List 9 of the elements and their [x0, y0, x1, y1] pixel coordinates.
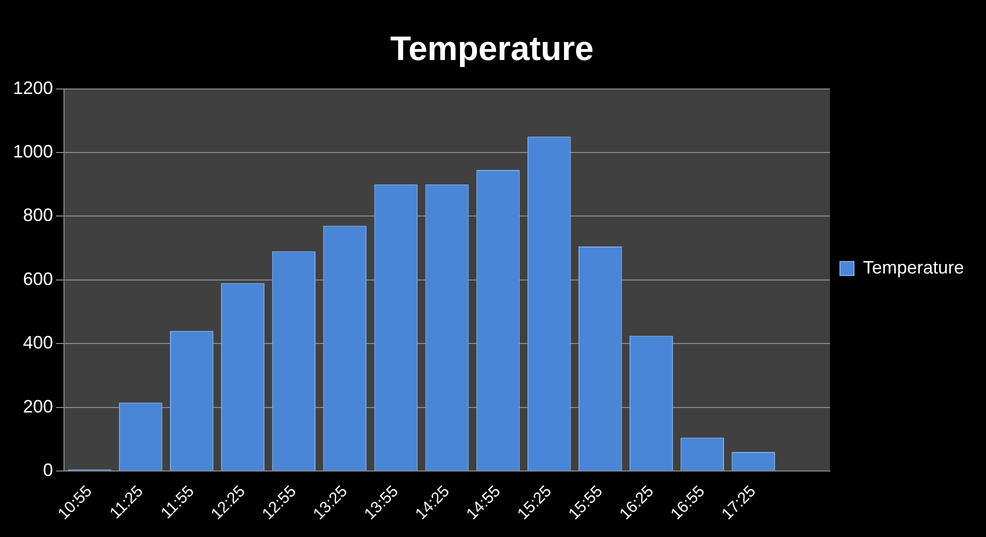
y-tick-label: 0	[43, 460, 54, 480]
y-tick-label: 1000	[12, 141, 54, 162]
y-tick-label: 200	[22, 396, 54, 416]
y-tick-label: 600	[22, 268, 54, 289]
y-tick-label: 400	[22, 332, 54, 353]
y-tick-label: 1200	[12, 78, 54, 98]
legend-label: Temperature	[862, 257, 964, 278]
y-tick-label: 800	[22, 205, 54, 226]
chart-title: Temperature	[390, 30, 594, 68]
